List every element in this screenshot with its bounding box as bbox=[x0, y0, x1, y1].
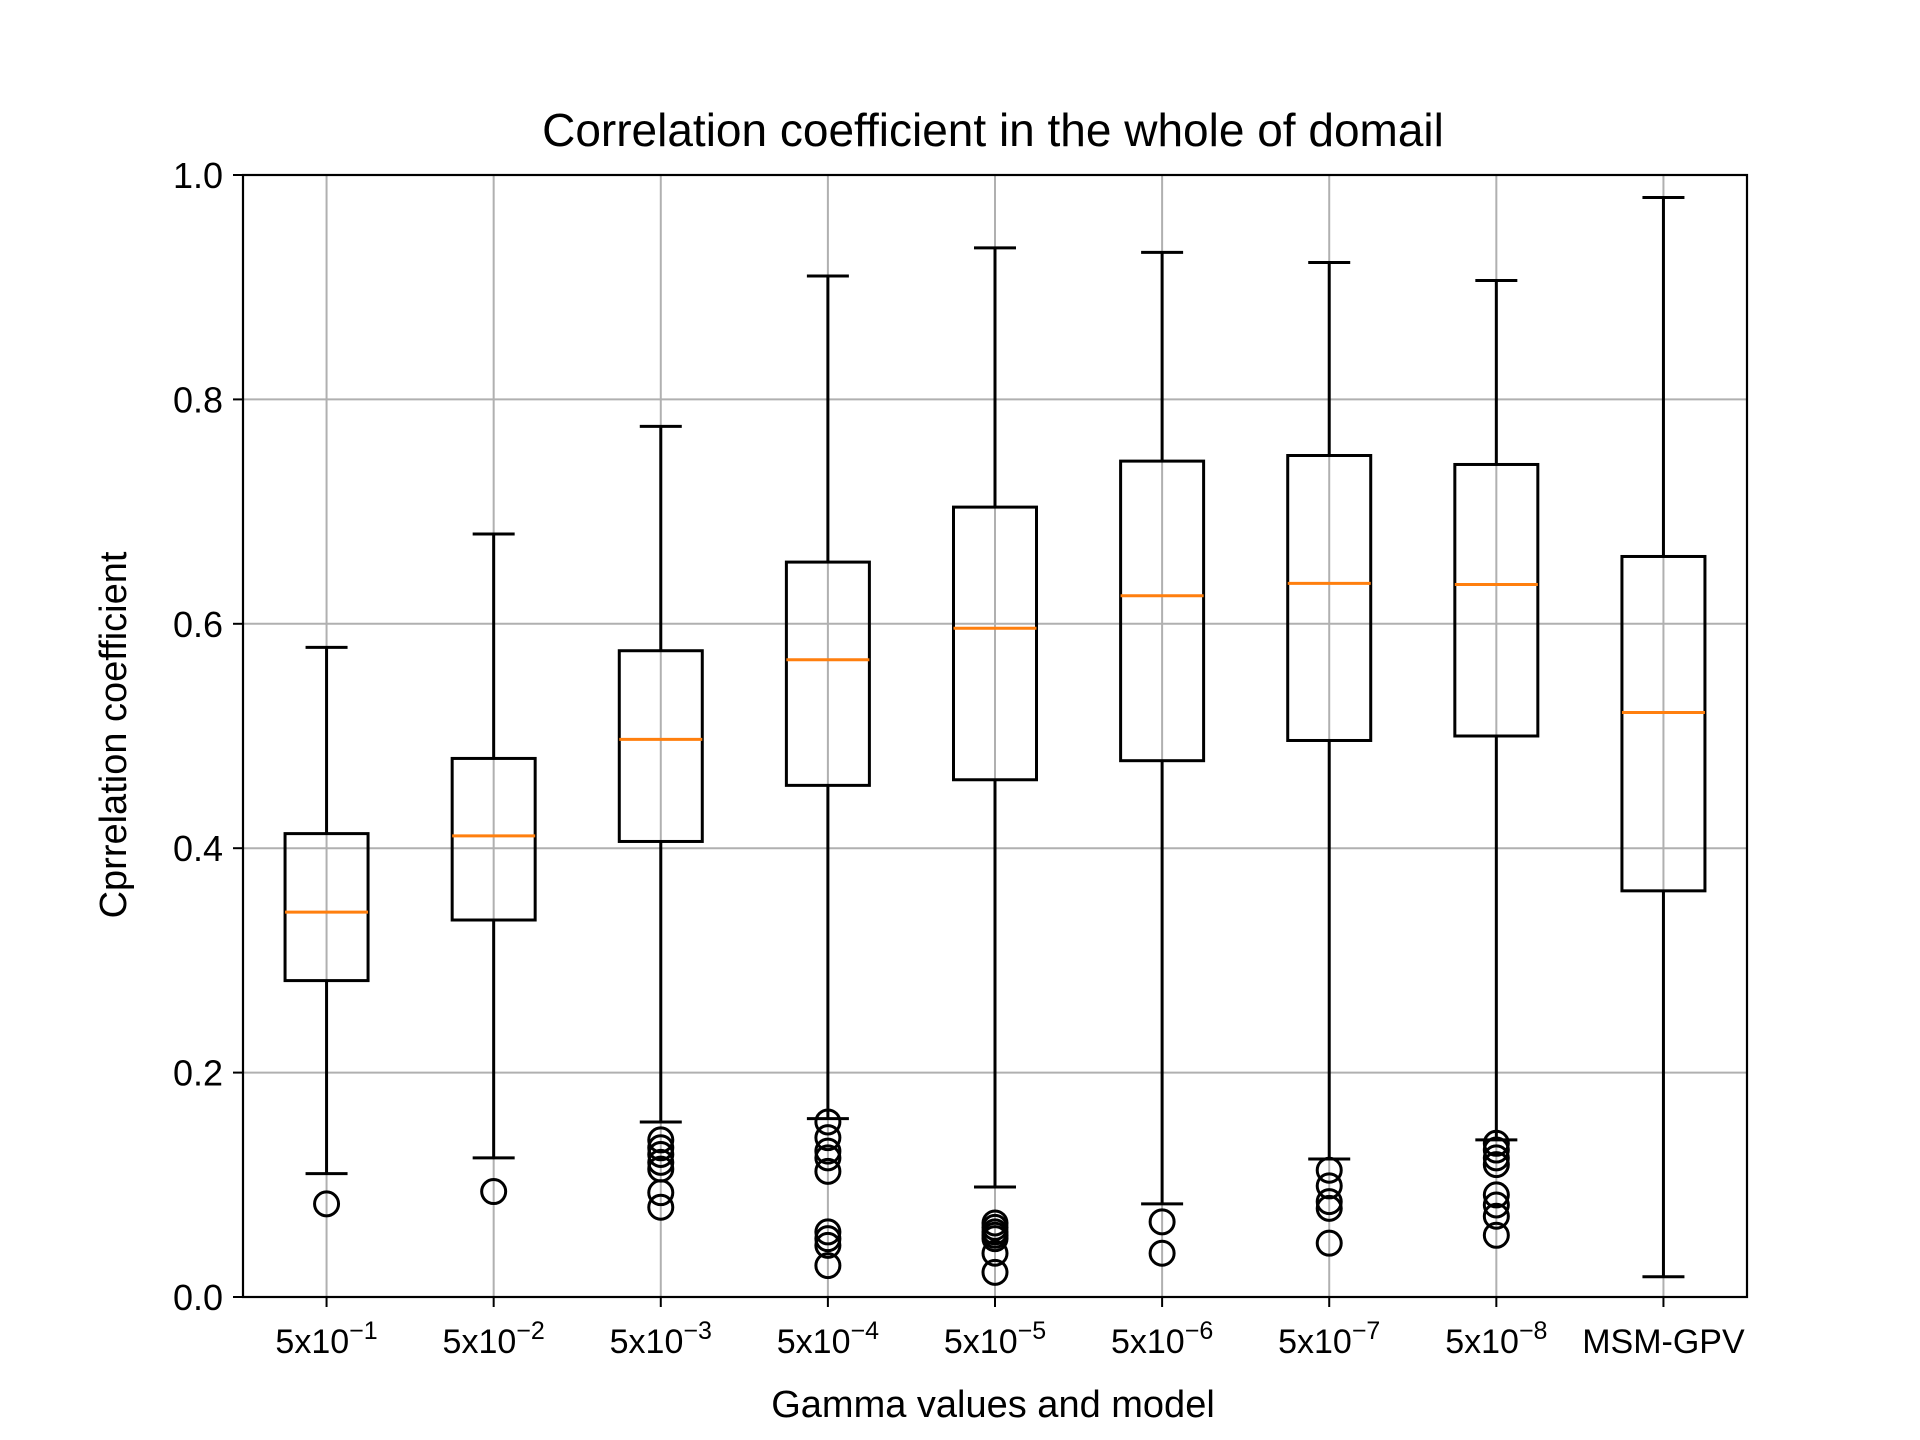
flier-point bbox=[1482, 1136, 1510, 1164]
flier-point bbox=[647, 1179, 675, 1207]
box-rect bbox=[784, 560, 871, 787]
y-tick-label: 1.0 bbox=[173, 155, 223, 196]
box-rect bbox=[283, 832, 370, 983]
flier-point bbox=[814, 1231, 842, 1259]
box-rect bbox=[617, 649, 704, 843]
flier-point bbox=[814, 1144, 842, 1172]
flier-point bbox=[647, 1141, 675, 1169]
flier-point bbox=[647, 1126, 675, 1154]
flier-point bbox=[1148, 1208, 1176, 1236]
box-item bbox=[784, 274, 871, 1280]
flier-point bbox=[1482, 1191, 1510, 1219]
box-rect bbox=[952, 505, 1038, 782]
y-tick-label: 0.8 bbox=[173, 379, 223, 420]
flier-point bbox=[1315, 1194, 1343, 1222]
flier-point bbox=[1315, 1172, 1343, 1200]
box-rect bbox=[450, 756, 537, 922]
box-item bbox=[283, 645, 370, 1218]
box-rect bbox=[1119, 459, 1206, 763]
flier-point bbox=[1482, 1202, 1510, 1230]
box-item bbox=[450, 532, 537, 1206]
x-tick-exponent: −3 bbox=[683, 1317, 712, 1345]
box-series bbox=[283, 195, 1707, 1286]
flier-point bbox=[647, 1134, 675, 1162]
flier-point bbox=[1315, 1188, 1343, 1216]
box-item bbox=[617, 424, 704, 1221]
flier-point bbox=[814, 1252, 842, 1280]
x-tick-exponent: −7 bbox=[1352, 1317, 1381, 1345]
box-item bbox=[1620, 195, 1707, 1279]
flier-point bbox=[814, 1157, 842, 1185]
y-tick-label: 0.4 bbox=[173, 828, 223, 869]
y-tick-label: 0.2 bbox=[173, 1053, 223, 1094]
flier-point bbox=[313, 1190, 341, 1218]
flier-point bbox=[647, 1193, 675, 1221]
flier-point bbox=[981, 1225, 1009, 1253]
flier-point bbox=[814, 1108, 842, 1136]
flier-point bbox=[1148, 1239, 1176, 1267]
flier-point bbox=[647, 1148, 675, 1176]
flier-point bbox=[981, 1239, 1009, 1267]
box-rect bbox=[1286, 454, 1373, 742]
x-tick-exponent: −6 bbox=[1185, 1317, 1214, 1345]
flier-point bbox=[1482, 1181, 1510, 1209]
box-rect bbox=[1453, 462, 1540, 738]
flier-point bbox=[1482, 1221, 1510, 1249]
chart-title: Correlation coefficient in the whole of … bbox=[542, 104, 1444, 156]
box-item bbox=[952, 246, 1038, 1286]
flier-point bbox=[1315, 1156, 1343, 1184]
flier-point bbox=[814, 1124, 842, 1152]
y-axis-label: Cprrelation coefficient bbox=[93, 551, 135, 918]
y-tick-label: 0.0 bbox=[173, 1277, 223, 1318]
flier-point bbox=[1315, 1229, 1343, 1257]
flier-point bbox=[1482, 1151, 1510, 1179]
flier-point bbox=[814, 1225, 842, 1253]
box-item bbox=[1453, 278, 1540, 1249]
flier-point bbox=[1482, 1129, 1510, 1157]
box-item bbox=[1286, 261, 1373, 1257]
x-tick-exponent: −2 bbox=[516, 1317, 545, 1345]
flier-point bbox=[981, 1258, 1009, 1286]
box-rect bbox=[1620, 554, 1707, 893]
x-tick-exponent: −1 bbox=[349, 1317, 378, 1345]
x-tick-exponent: −8 bbox=[1519, 1317, 1548, 1345]
flier-point bbox=[814, 1218, 842, 1246]
x-axis-label: Gamma values and model bbox=[771, 1384, 1215, 1426]
x-tick-exponent: −5 bbox=[1018, 1317, 1047, 1345]
x-tick-exponent: −4 bbox=[850, 1317, 879, 1345]
flier-point bbox=[814, 1137, 842, 1165]
box-item bbox=[1119, 250, 1206, 1267]
flier-point bbox=[480, 1178, 508, 1206]
x-tick-label: MSM-GPV bbox=[1582, 1323, 1745, 1361]
y-tick-label: 0.6 bbox=[173, 604, 223, 645]
flier-point bbox=[1482, 1144, 1510, 1172]
